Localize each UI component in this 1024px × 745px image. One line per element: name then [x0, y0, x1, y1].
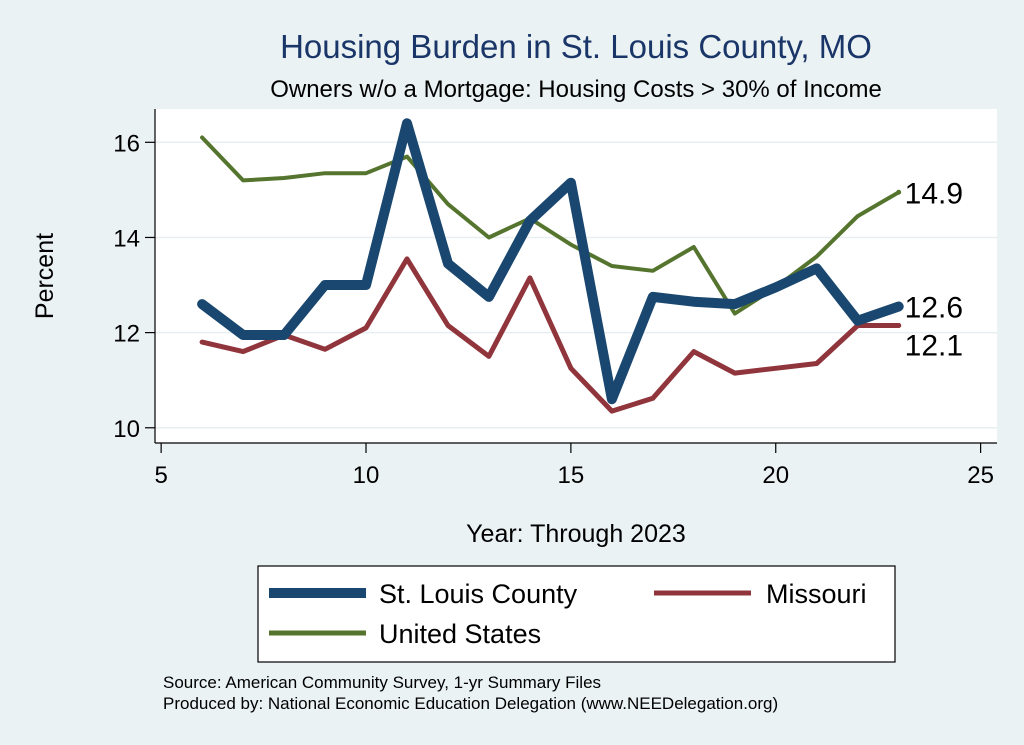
end-point-st-louis-county [896, 303, 902, 309]
series-line-missouri [199, 256, 902, 414]
legend-item-united-states: United States [269, 619, 541, 649]
chart-subtitle: Owners w/o a Mortgage: Housing Costs > 3… [270, 76, 882, 103]
chart-title: Housing Burden in St. Louis County, MO [280, 28, 872, 65]
end-label-st-louis-county: 12.6 [905, 291, 963, 324]
end-point-missouri [896, 322, 902, 328]
legend-label-united-states: United States [379, 619, 541, 649]
x-axis-label: Year: Through 2023 [466, 520, 686, 548]
producer-note: Produced by: National Economic Education… [163, 694, 778, 713]
legend-item-missouri: Missouri [654, 579, 867, 609]
x-tick-label-25: 25 [967, 462, 994, 489]
y-axis-label: Percent [31, 233, 59, 319]
y-tick-label-14: 14 [113, 225, 140, 252]
series-line-st-louis-county [197, 118, 904, 405]
end-label-missouri: 12.1 [905, 329, 963, 362]
end-point-united-states [896, 189, 902, 195]
y-tick-label-10: 10 [113, 416, 140, 443]
x-tick-label-20: 20 [762, 462, 789, 489]
source-note: Source: American Community Survey, 1-yr … [163, 673, 601, 692]
y-tick-label-12: 12 [113, 321, 140, 348]
end-labels: 12.6 12.1 14.9 [896, 177, 963, 362]
x-tick-label-15: 15 [558, 462, 585, 489]
plot-area [155, 109, 997, 443]
y-tick-label-16: 16 [113, 130, 140, 157]
grid-lines [155, 141, 997, 429]
legend-label-st-louis-county: St. Louis County [379, 579, 578, 609]
legend-label-missouri: Missouri [766, 579, 867, 609]
legend-box [257, 565, 896, 663]
x-tick-label-5: 5 [154, 462, 167, 489]
x-tick-label-10: 10 [353, 462, 380, 489]
end-label-united-states: 14.9 [905, 177, 963, 210]
axis-ticks: 10 12 14 16 5 10 15 20 25 [113, 130, 994, 489]
series-lines [197, 118, 904, 414]
legend-item-st-louis-county: St. Louis County [269, 579, 578, 609]
